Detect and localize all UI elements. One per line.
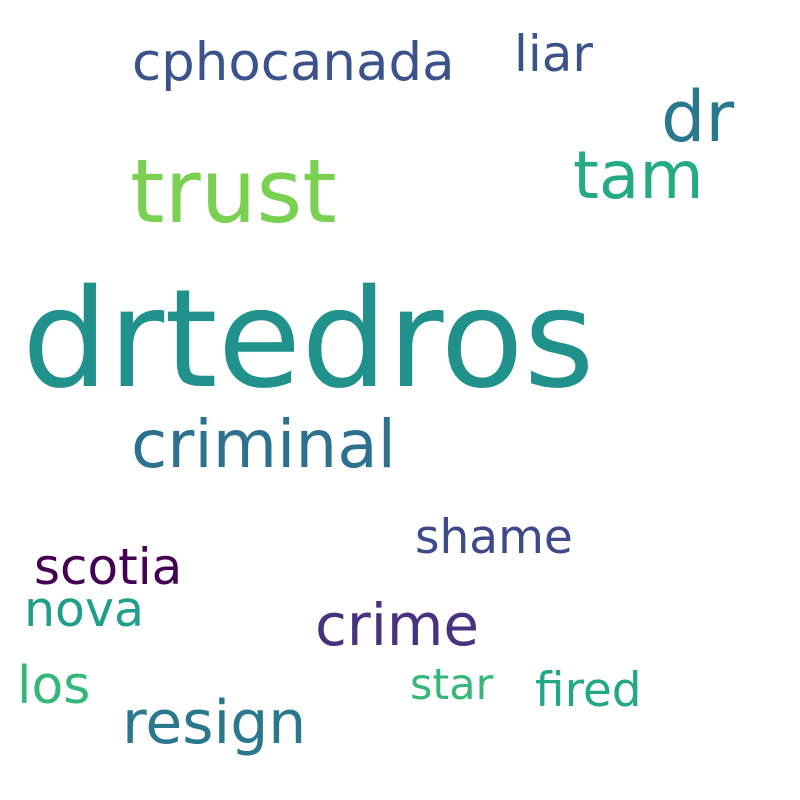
word-shame: shame <box>415 510 573 565</box>
word-tam: tam <box>573 137 704 214</box>
word-crime: crime <box>315 591 480 659</box>
word-trust: trust <box>130 140 337 243</box>
word-dr: dr <box>661 76 735 158</box>
word-nova: nova <box>24 581 145 638</box>
word-resign: resign <box>122 688 307 758</box>
word-liar: liar <box>514 25 593 83</box>
word-scotia: scotia <box>34 538 183 596</box>
word-cphocanada: cphocanada <box>132 32 455 93</box>
word-fired: fired <box>535 663 642 718</box>
word-los: los <box>17 656 91 716</box>
word-star: star <box>410 660 494 710</box>
word-criminal: criminal <box>131 406 396 483</box>
word-drtedros: drtedros <box>22 261 595 419</box>
